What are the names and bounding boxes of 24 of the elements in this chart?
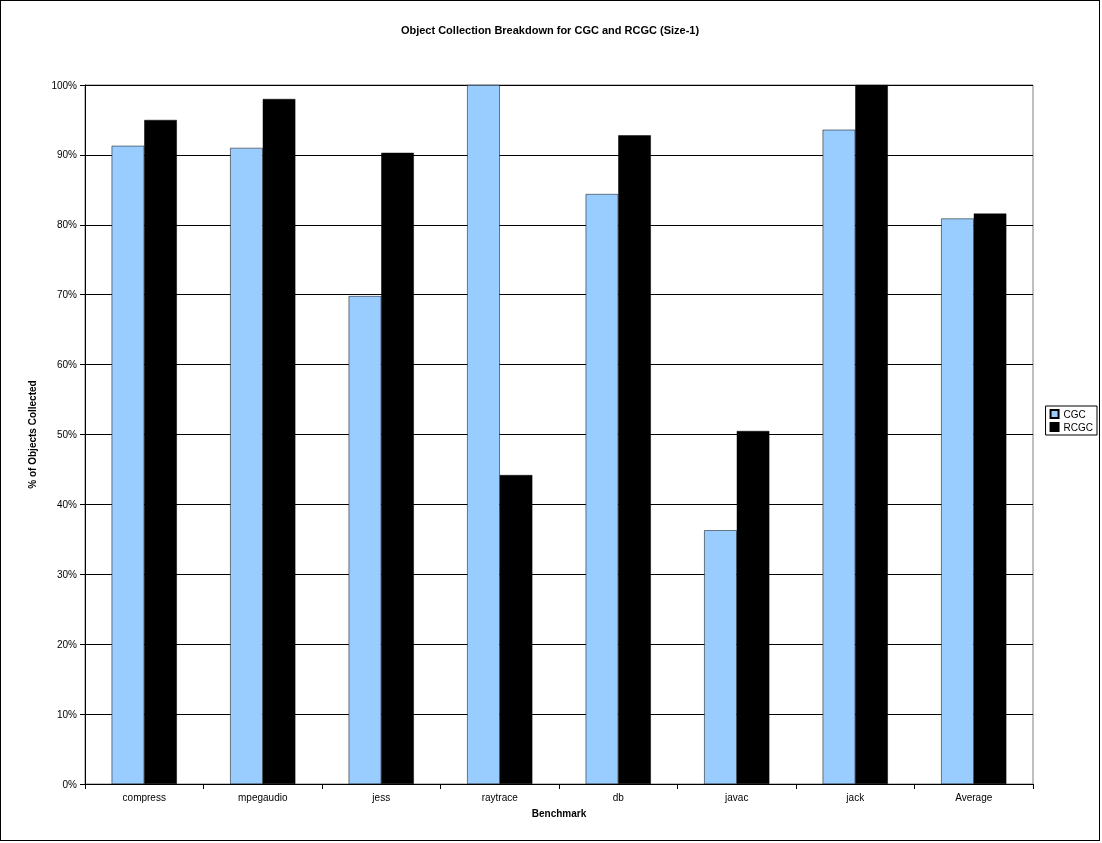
y-tick-label: 20% <box>56 638 78 650</box>
y-tick-label: 60% <box>56 359 78 371</box>
x-tick-label: jack <box>845 791 866 803</box>
x-tick-label: compress <box>122 791 166 803</box>
y-tick-label: 90% <box>56 149 78 161</box>
x-tick-label: Average <box>955 791 993 803</box>
y-tick-label: 40% <box>56 498 78 510</box>
x-tick-label: raytrace <box>481 791 519 803</box>
chart-title: Object Collection Breakdown for CGC and RCGC (Size-1) <box>400 23 700 36</box>
y-tick-label: 10% <box>56 708 78 720</box>
x-tick-label: db <box>612 791 625 803</box>
y-tick-label: 100% <box>51 79 78 91</box>
x-tick-label: mpegaudio <box>238 791 288 803</box>
y-axis-title: % of Objects Collected <box>26 380 38 489</box>
y-tick-label: 0% <box>62 778 78 790</box>
y-tick-label: 80% <box>56 219 78 231</box>
legend-label: CGC <box>1063 408 1086 420</box>
y-tick-label: 30% <box>56 568 78 580</box>
x-tick-label: jess <box>371 791 391 803</box>
x-tick-label: javac <box>724 791 749 803</box>
x-axis-title: Benchmark <box>531 807 587 819</box>
y-tick-label: 70% <box>56 289 78 301</box>
legend-label: RCGC <box>1063 421 1094 433</box>
y-tick-label: 50% <box>56 429 78 440</box>
